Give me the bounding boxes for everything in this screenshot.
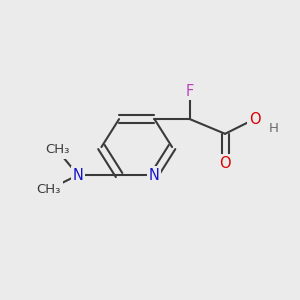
Text: CH₃: CH₃ <box>45 143 69 157</box>
Text: N: N <box>72 167 83 182</box>
Text: H: H <box>269 122 279 135</box>
Text: O: O <box>249 112 260 127</box>
Text: N: N <box>149 167 160 182</box>
Text: F: F <box>186 84 194 99</box>
Text: O: O <box>219 156 231 171</box>
Text: CH₃: CH₃ <box>36 183 61 196</box>
